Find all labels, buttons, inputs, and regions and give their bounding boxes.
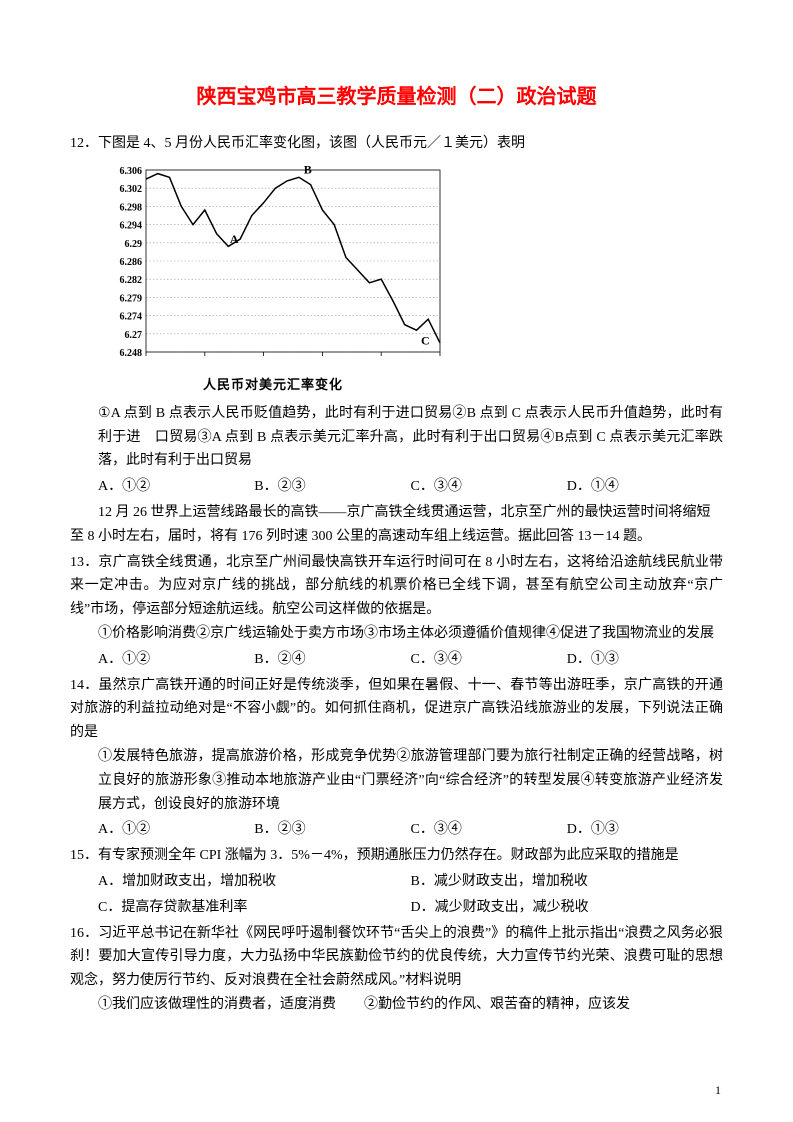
q13-opt-c: C．③④	[411, 648, 567, 672]
q13-stem: 13．京广高铁全线贯通，北京至广州间最快高铁开车运行时间可在 8 小时左右，这将…	[70, 551, 723, 622]
exchange-rate-chart: 6.306 6.302 6.298 6.294 6.29 6.286 6.282 6.279 6…	[98, 162, 448, 372]
passage-13-14: 12 月 26 世界上运营线路最长的高铁——京广高铁全线贯通运营，北京至广州的最…	[70, 501, 723, 549]
q13-opt-d: D．①③	[567, 648, 723, 672]
q14-stem-text: 虽然京广高铁开通的时间正好是传统淡季，但如果在暑假、十一、春节等出游旺季，京广高…	[70, 678, 723, 741]
q15-opt-c: C．提高存贷款基准利率	[98, 896, 411, 920]
q13-options: A．①② B．②④ C．③④ D．①③	[70, 648, 723, 672]
svg-text:6.279: 6.279	[120, 293, 143, 304]
q15-opt-a: A．增加财政支出，增加税收	[98, 870, 411, 894]
q13-opt-b: B．②④	[254, 648, 410, 672]
q13-choice-text: ①价格影响消费②京广线运输处于卖方市场③市场主体必须遵循价值规律④促进了我国物流…	[70, 622, 723, 646]
q16-stem-text: 习近平总书记在新华社《网民呼吁遏制餐饮环节“舌尖上的浪费”》的稿件上批示指出“浪…	[70, 926, 723, 989]
chart-svg: 6.306 6.302 6.298 6.294 6.29 6.286 6.282 6.279 6…	[98, 162, 448, 372]
q12-options: A．①② B．②③ C．③④ D．①④	[70, 475, 723, 499]
q12-num: 12．	[70, 136, 98, 151]
q13-opt-a: A．①②	[98, 648, 254, 672]
q13-stem-text: 京广高铁全线贯通，北京至广州间最快高铁开车运行时间可在 8 小时左右，这将给沿途…	[70, 555, 723, 618]
q12-chart: 6.306 6.302 6.298 6.294 6.29 6.286 6.282 6.279 6…	[98, 162, 448, 396]
q13-num: 13．	[70, 555, 98, 570]
q14-opt-c: C．③④	[411, 818, 567, 842]
svg-text:6.286: 6.286	[120, 257, 143, 268]
svg-text:6.306: 6.306	[120, 166, 143, 177]
svg-text:6.27: 6.27	[125, 330, 143, 341]
q15-options-row2: C．提高存贷款基准利率 D．减少财政支出，减少税收	[70, 896, 723, 920]
q15-opt-d: D．减少财政支出，减少税收	[411, 896, 724, 920]
q14-num: 14．	[70, 678, 98, 693]
svg-text:6.29: 6.29	[125, 239, 143, 250]
page-title: 陕西宝鸡市高三教学质量检测（二）政治试题	[70, 80, 723, 114]
q15-stem-text: 有专家预测全年 CPI 涨幅为 3．5%－4%，预期通胀压力仍然存在。财政部为此…	[98, 848, 679, 863]
svg-text:A: A	[230, 232, 239, 246]
q12-stem: 12．下图是 4、5 月份人民币汇率变化图，该图（人民币元／１美元）表明	[70, 132, 723, 156]
q15-stem: 15．有专家预测全年 CPI 涨幅为 3．5%－4%，预期通胀压力仍然存在。财政…	[70, 844, 723, 868]
q14-opt-d: D．①③	[567, 818, 723, 842]
q16-choice-text: ①我们应该做理性的消费者，适度消费 ②勤俭节约的作风、艰苦奋的精神，应该发	[70, 993, 723, 1017]
q12-opt-a: A．①②	[98, 475, 254, 499]
q14-opt-b: B．②③	[254, 818, 410, 842]
chart-caption: 人民币对美元汇率变化	[98, 374, 448, 396]
q12-opt-b: B．②③	[254, 475, 410, 499]
q16-num: 16．	[70, 926, 98, 941]
q16-stem: 16．习近平总书记在新华社《网民呼吁遏制餐饮环节“舌尖上的浪费”》的稿件上批示指…	[70, 922, 723, 993]
svg-text:6.274: 6.274	[120, 311, 143, 322]
q12-opt-d: D．①④	[567, 475, 723, 499]
q15-num: 15．	[70, 848, 98, 863]
q14-choice-text: ①发展特色旅游，提高旅游价格，形成竞争优势②旅游管理部门要为旅行社制定正确的经营…	[70, 745, 723, 816]
page-number: 1	[715, 1080, 721, 1100]
svg-text:6.248: 6.248	[120, 348, 143, 359]
svg-text:6.282: 6.282	[120, 275, 143, 286]
q15-options-row1: A．增加财政支出，增加税收 B．减少财政支出，增加税收	[70, 870, 723, 894]
q14-stem: 14．虽然京广高铁开通的时间正好是传统淡季，但如果在暑假、十一、春节等出游旺季，…	[70, 674, 723, 745]
q14-opt-a: A．①②	[98, 818, 254, 842]
q12-stem-text: 下图是 4、5 月份人民币汇率变化图，该图（人民币元／１美元）表明	[98, 136, 525, 151]
q14-options: A．①② B．②③ C．③④ D．①③	[70, 818, 723, 842]
q15-opt-b: B．减少财政支出，增加税收	[411, 870, 724, 894]
q12-choices-text: ①A 点到 B 点表示人民币贬值趋势，此时有利于进口贸易②B 点到 C 点表示人…	[70, 402, 723, 473]
svg-text:6.302: 6.302	[120, 184, 143, 195]
svg-text:C: C	[421, 334, 430, 348]
q12-opt-c: C．③④	[411, 475, 567, 499]
svg-text:6.298: 6.298	[120, 202, 143, 213]
svg-text:6.294: 6.294	[120, 220, 143, 231]
